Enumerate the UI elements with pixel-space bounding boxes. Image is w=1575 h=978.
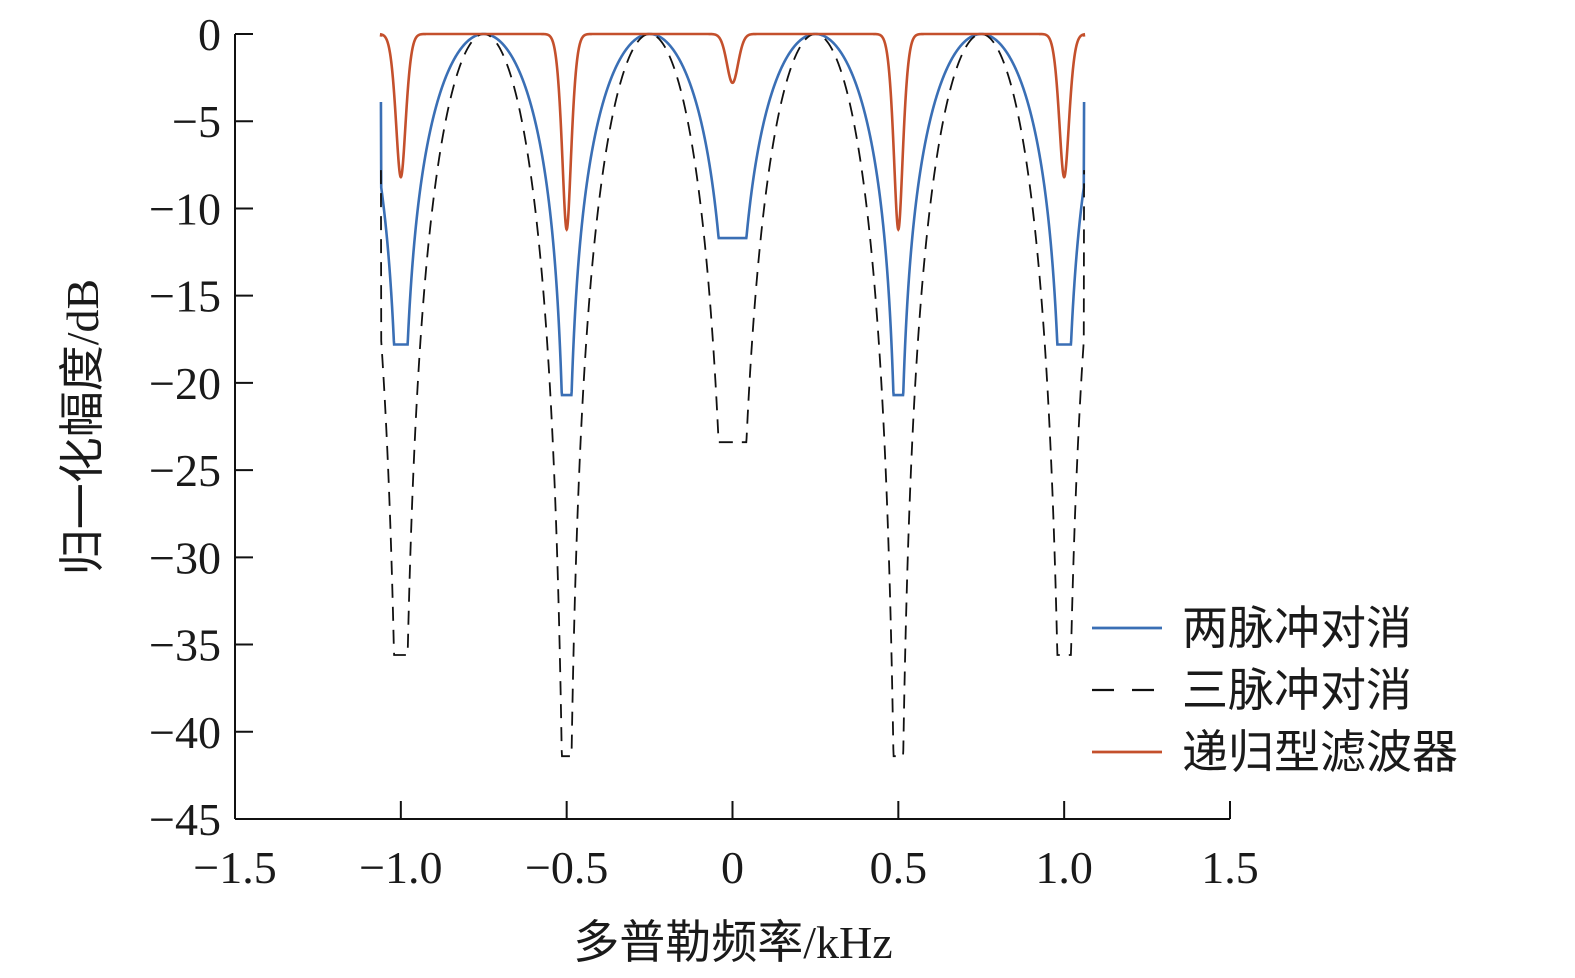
x-tick-label: −1.5 [193, 842, 276, 893]
x-tick-label: 1.0 [1035, 842, 1093, 893]
axes: 0 −5 −10 −15 −20 −25 −30 −35 −40 −45−1.5 −1.0 −0.5 0… [149, 9, 1259, 893]
y-tick-label: −30 [149, 532, 221, 583]
x-tick-label: −1.0 [359, 842, 442, 893]
series-line-0 [379, 32, 1086, 397]
x-tick-label: 0 [721, 842, 744, 893]
y-tick-label: −10 [149, 183, 221, 234]
x-tick-label: 0.5 [870, 842, 928, 893]
y-tick-label: −35 [149, 620, 221, 671]
series-line-1 [380, 33, 1085, 758]
legend-label-0: 两脉冲对消 [1182, 603, 1412, 654]
y-tick-label: −45 [149, 794, 221, 845]
y-tick-label: −20 [149, 358, 221, 409]
y-axis-title: 归一化幅度/dB [57, 279, 108, 575]
y-tick-label: −40 [149, 707, 221, 758]
x-tick-label: −0.5 [525, 842, 608, 893]
series-line-2 [379, 32, 1086, 232]
y-tick-label: −5 [172, 96, 221, 147]
legend-label-2: 递归型滤波器 [1182, 727, 1458, 778]
x-axis-title: 多普勒频率/kHz [573, 917, 892, 968]
y-tick-label: −15 [149, 271, 221, 322]
legend-label-1: 三脉冲对消 [1182, 665, 1412, 716]
series-layer [379, 32, 1086, 758]
y-tick-label: 0 [198, 9, 221, 60]
x-tick-label: 1.5 [1201, 842, 1259, 893]
y-tick-label: −25 [149, 445, 221, 496]
